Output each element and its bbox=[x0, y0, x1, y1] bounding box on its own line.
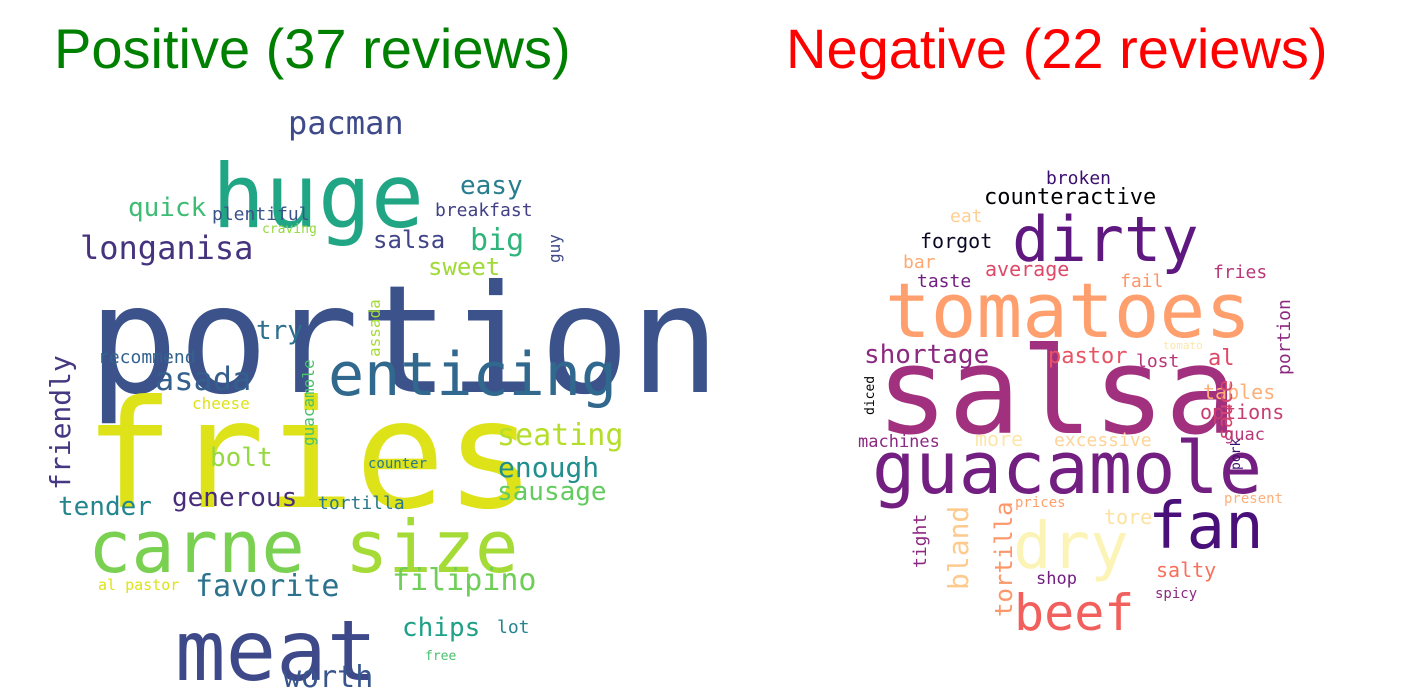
positive-word-friendly: friendly bbox=[44, 355, 77, 490]
negative-word-lost: lost bbox=[1136, 351, 1179, 372]
negative-word-salty: salty bbox=[1156, 558, 1216, 582]
positive-word-huge: huge bbox=[212, 145, 424, 248]
positive-word-favorite: favorite bbox=[195, 569, 340, 604]
negative-word-fries: fries bbox=[1213, 262, 1267, 283]
positive-word-meat: meat bbox=[175, 602, 377, 698]
negative-word-pork: pork bbox=[1229, 439, 1244, 470]
negative-word-taste: taste bbox=[917, 271, 971, 292]
positive-word-sweet: sweet bbox=[428, 253, 500, 281]
positive-word-cheese: cheese bbox=[192, 394, 250, 413]
positive-word-free: free bbox=[425, 649, 456, 664]
negative-word-guacamole: guacamole bbox=[872, 426, 1262, 510]
negative-word-tight: tight bbox=[910, 514, 931, 568]
negative-word-dirty: dirty bbox=[1012, 203, 1199, 276]
negative-word-tomato: tomato bbox=[1163, 339, 1203, 352]
positive-word-tender: tender bbox=[58, 492, 152, 522]
negative-word-bar: bar bbox=[903, 252, 936, 273]
positive-word-generous: generous bbox=[172, 483, 297, 513]
negative-word-forgot: forgot bbox=[920, 229, 992, 253]
positive-word-quick: quick bbox=[128, 193, 207, 223]
negative-word-broken: broken bbox=[1046, 168, 1111, 189]
negative-word-pastor: pastor bbox=[1048, 344, 1127, 369]
negative-word-portion: portion bbox=[1274, 299, 1295, 375]
positive-word-seating: seating bbox=[497, 418, 623, 453]
negative-word-average: average bbox=[985, 257, 1069, 281]
positive-word-big: big bbox=[470, 223, 524, 258]
negative-word-spicy: spicy bbox=[1155, 586, 1197, 602]
negative-word-eat: eat bbox=[950, 206, 983, 227]
negative-word-guac: guac bbox=[1224, 425, 1265, 445]
negative-word-salsa: salsa bbox=[876, 323, 1237, 462]
negative-word-counteractive: counteractive bbox=[984, 185, 1156, 210]
negative-word-machines: machines bbox=[858, 432, 940, 452]
positive-word-lot: lot bbox=[497, 617, 530, 638]
negative-word-tables: tables bbox=[1203, 380, 1275, 404]
negative-word-prices: prices bbox=[1015, 495, 1066, 511]
negative-word-shortage: shortage bbox=[864, 340, 989, 370]
positive-word-try: try bbox=[256, 316, 303, 346]
positive-word-plentiful: plentiful bbox=[212, 204, 310, 225]
positive-word-asada: asada bbox=[155, 360, 251, 398]
negative-word-bland: bland bbox=[942, 506, 975, 590]
positive-word-enough: enough bbox=[498, 451, 599, 484]
negative-word-more: more bbox=[975, 427, 1023, 451]
positive-word-salsa: salsa bbox=[373, 226, 445, 254]
positive-word-counter: counter bbox=[368, 456, 427, 472]
negative-word-shop: shop bbox=[1036, 569, 1077, 589]
positive-word-portion: portion bbox=[88, 254, 720, 428]
positive-word-chips: chips bbox=[402, 613, 480, 643]
positive-word-filipino: filipino bbox=[392, 563, 537, 598]
positive-word-size: size bbox=[345, 505, 518, 589]
negative-word-fail: fail bbox=[1120, 271, 1163, 292]
positive-word-recommend: recommend bbox=[98, 347, 196, 368]
positive-word-tortilla: tortilla bbox=[318, 493, 405, 514]
positive-cloud-title: Positive (37 reviews) bbox=[54, 17, 571, 80]
positive-word-assada: assada bbox=[365, 299, 384, 357]
positive-word-al-pastor: al pastor bbox=[98, 576, 179, 594]
positive-word-easy: easy bbox=[460, 171, 523, 201]
negative-word-sauce: sauce bbox=[1213, 380, 1237, 440]
positive-word-breakfast: breakfast bbox=[435, 200, 533, 221]
positive-word-pacman: pacman bbox=[288, 104, 404, 142]
negative-cloud-title: Negative (22 reviews) bbox=[786, 17, 1328, 80]
positive-word-enticing: enticing bbox=[328, 340, 617, 410]
negative-word-options: options bbox=[1200, 400, 1284, 424]
negative-word-fan: fan bbox=[1148, 490, 1264, 564]
positive-word-carne: carne bbox=[88, 505, 305, 589]
positive-word-craving: craving bbox=[262, 222, 317, 237]
positive-word-longanisa: longanisa bbox=[80, 229, 253, 267]
negative-word-excessive: excessive bbox=[1054, 430, 1152, 451]
negative-word-tortilla: tortilla bbox=[990, 501, 1018, 617]
negative-word-beef: beef bbox=[1014, 584, 1134, 642]
positive-word-sausage: sausage bbox=[497, 477, 607, 507]
negative-word-diced: diced bbox=[863, 376, 878, 415]
positive-word-guy: guy bbox=[545, 234, 564, 263]
positive-word-worth: worth bbox=[283, 660, 373, 695]
positive-word-fries: fries bbox=[84, 369, 536, 543]
positive-word-bolt: bolt bbox=[210, 443, 273, 473]
negative-word-al: al bbox=[1208, 346, 1235, 371]
negative-word-dry: dry bbox=[1013, 510, 1129, 584]
negative-word-tore: tore bbox=[1104, 505, 1152, 529]
negative-word-tomatoes: tomatoes bbox=[885, 266, 1251, 355]
positive-word-guacamole: guacamole bbox=[299, 359, 318, 446]
negative-word-present: present bbox=[1224, 491, 1283, 507]
